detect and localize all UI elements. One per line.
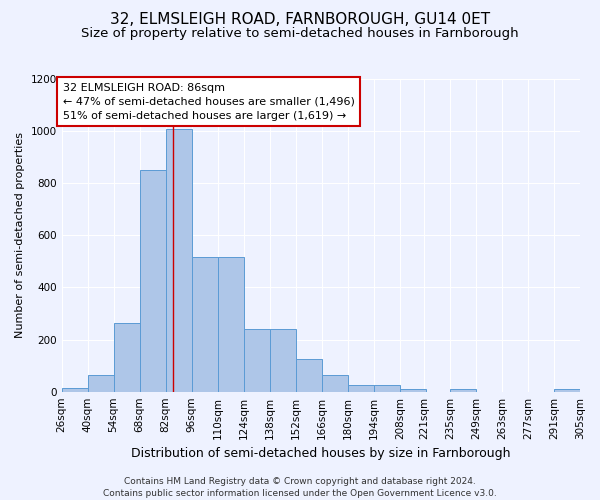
Bar	[192, 258, 218, 392]
Bar	[322, 374, 348, 392]
Bar	[62, 388, 88, 392]
Bar	[166, 128, 192, 392]
Bar	[270, 329, 296, 392]
Bar	[113, 322, 140, 392]
Bar	[450, 389, 476, 392]
X-axis label: Distribution of semi-detached houses by size in Farnborough: Distribution of semi-detached houses by …	[131, 447, 511, 460]
Bar	[400, 389, 426, 392]
Bar	[554, 389, 580, 392]
Bar	[348, 385, 374, 392]
Text: 32 ELMSLEIGH ROAD: 86sqm
← 47% of semi-detached houses are smaller (1,496)
51% o: 32 ELMSLEIGH ROAD: 86sqm ← 47% of semi-d…	[62, 83, 355, 121]
Bar	[244, 329, 270, 392]
Bar	[374, 385, 400, 392]
Bar	[218, 258, 244, 392]
Text: Size of property relative to semi-detached houses in Farnborough: Size of property relative to semi-detach…	[81, 28, 519, 40]
Text: 32, ELMSLEIGH ROAD, FARNBOROUGH, GU14 0ET: 32, ELMSLEIGH ROAD, FARNBOROUGH, GU14 0E…	[110, 12, 490, 28]
Bar	[296, 359, 322, 392]
Bar	[140, 170, 166, 392]
Text: Contains HM Land Registry data © Crown copyright and database right 2024.
Contai: Contains HM Land Registry data © Crown c…	[103, 476, 497, 498]
Y-axis label: Number of semi-detached properties: Number of semi-detached properties	[15, 132, 25, 338]
Bar	[88, 374, 113, 392]
